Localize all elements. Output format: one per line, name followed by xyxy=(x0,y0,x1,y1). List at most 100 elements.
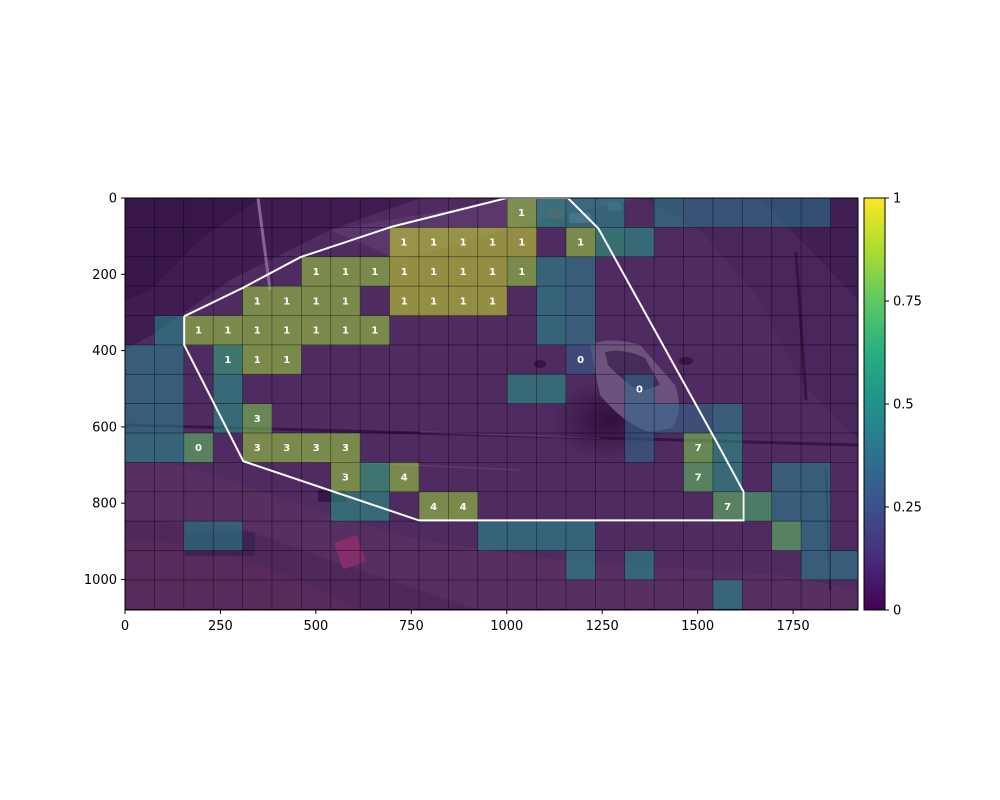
x-tick-label: 1000 xyxy=(490,619,523,634)
x-tick-label: 750 xyxy=(399,619,424,634)
grid-lines xyxy=(125,198,858,610)
cell-count-label: 1 xyxy=(401,267,408,278)
colorbar-tick-label: 0 xyxy=(893,604,901,619)
cell-count-label: 4 xyxy=(460,502,467,513)
heatmap-cell xyxy=(801,198,831,228)
cell-count-label: 1 xyxy=(342,267,349,278)
colorbar-tick-label: 0.5 xyxy=(893,398,914,413)
heatmap-cell xyxy=(301,256,332,287)
heatmap-cell xyxy=(271,315,302,346)
heatmap-cell xyxy=(183,315,214,346)
heatmap-cell xyxy=(125,344,155,375)
heatmap-cells xyxy=(125,198,858,610)
cell-count-label: 1 xyxy=(224,326,231,337)
cell-count-label: 1 xyxy=(518,238,525,249)
heatmap-cell xyxy=(536,286,567,316)
x-tick-label: 0 xyxy=(121,619,129,634)
heatmap-cell xyxy=(683,198,713,228)
heatmap-cell xyxy=(448,227,479,258)
cell-count-label: 1 xyxy=(430,267,437,278)
colorbar-tick-label: 0.25 xyxy=(893,501,922,516)
heatmap-cell xyxy=(330,432,361,463)
heatmap-cell xyxy=(242,286,273,316)
heatmap-cell xyxy=(565,521,596,551)
cell-count-label: 1 xyxy=(460,267,467,278)
x-tick-label: 1500 xyxy=(681,619,714,634)
heatmap-cell xyxy=(154,432,185,463)
heatmap-cell xyxy=(771,462,802,493)
heatmap-cell xyxy=(477,256,508,287)
heatmap-cell xyxy=(301,432,332,463)
heatmap-cell xyxy=(536,374,567,404)
heatmap-cell xyxy=(536,521,567,551)
cell-count-label: 1 xyxy=(283,355,290,366)
cell-count-label: 1 xyxy=(430,296,437,307)
heatmap-cell xyxy=(389,256,420,287)
heatmap-cell xyxy=(242,403,273,434)
cell-count-label: 1 xyxy=(489,267,496,278)
heatmap-cell xyxy=(213,403,243,434)
y-tick-label: 600 xyxy=(92,420,117,435)
cell-count-label: 1 xyxy=(518,208,525,219)
heatmap-cell xyxy=(565,286,596,316)
colorbar-tick-label: 0.75 xyxy=(893,295,922,310)
heatmap-cell xyxy=(536,198,567,228)
heatmap-cell xyxy=(683,432,714,463)
cell-count-label: 3 xyxy=(342,473,349,484)
cell-count-label: 3 xyxy=(313,443,320,454)
heatmap-cell xyxy=(389,286,420,316)
cell-count-label: 1 xyxy=(254,296,261,307)
heatmap-cell xyxy=(477,521,508,551)
heatmap-cell xyxy=(360,315,390,346)
x-tick-label: 500 xyxy=(303,619,328,634)
heatmap-cell xyxy=(389,462,420,493)
heatmap-cell xyxy=(125,403,155,434)
heatmap-cell xyxy=(742,491,773,522)
heatmap-cell xyxy=(624,374,655,404)
cell-count-label: 4 xyxy=(401,473,408,484)
y-tick-label: 1000 xyxy=(84,573,117,588)
heatmap-cell xyxy=(801,521,831,551)
cell-count-label: 7 xyxy=(695,473,702,484)
heatmap-cell xyxy=(624,403,655,434)
heatmap-cell xyxy=(712,579,743,610)
heatmap-cell xyxy=(418,286,449,316)
heatmap-cell xyxy=(125,374,155,404)
x-axis: 0 250 500 750 1000 1250 1500 1750 xyxy=(121,610,810,634)
heatmap-cell xyxy=(506,198,537,228)
cell-count-label: 7 xyxy=(695,443,702,454)
heatmap-cell xyxy=(507,374,537,404)
heatmap-cell xyxy=(330,315,361,346)
cell-count-label: 1 xyxy=(313,326,320,337)
y-tick-label: 200 xyxy=(92,268,117,283)
heatmap-cell xyxy=(154,403,185,434)
heatmap-cell xyxy=(242,344,273,375)
heatmap-cell xyxy=(213,374,243,404)
heatmap-cell xyxy=(712,198,743,228)
cell-count-label: 1 xyxy=(460,238,467,249)
heatmap-cell xyxy=(418,256,449,287)
y-tick-label: 0 xyxy=(109,192,117,207)
cell-count-label: 1 xyxy=(400,238,407,249)
heatmap-cell xyxy=(213,315,243,346)
heatmap-cell xyxy=(183,432,214,463)
heatmap-cell xyxy=(565,315,596,346)
heatmap-cell xyxy=(712,403,743,434)
heatmap-cell xyxy=(154,315,185,346)
heatmap-cell xyxy=(418,227,449,258)
cell-count-label: 1 xyxy=(430,238,437,249)
x-tick-label: 1250 xyxy=(586,619,619,634)
heatmap-cell xyxy=(389,227,419,258)
heatmap-cell xyxy=(213,344,243,375)
heatmap-cell xyxy=(742,198,773,228)
heatmap-cell xyxy=(654,403,684,434)
heatmap-cell xyxy=(418,491,449,522)
heatmap-cell xyxy=(242,432,273,463)
y-axis: 0 200 400 600 800 1000 xyxy=(84,192,125,588)
heatmap-cell xyxy=(448,286,479,316)
heatmap-cell xyxy=(683,462,714,493)
heatmap-cell xyxy=(507,227,537,258)
heatmap-cell xyxy=(154,344,185,375)
heatmap-cell xyxy=(271,286,302,316)
